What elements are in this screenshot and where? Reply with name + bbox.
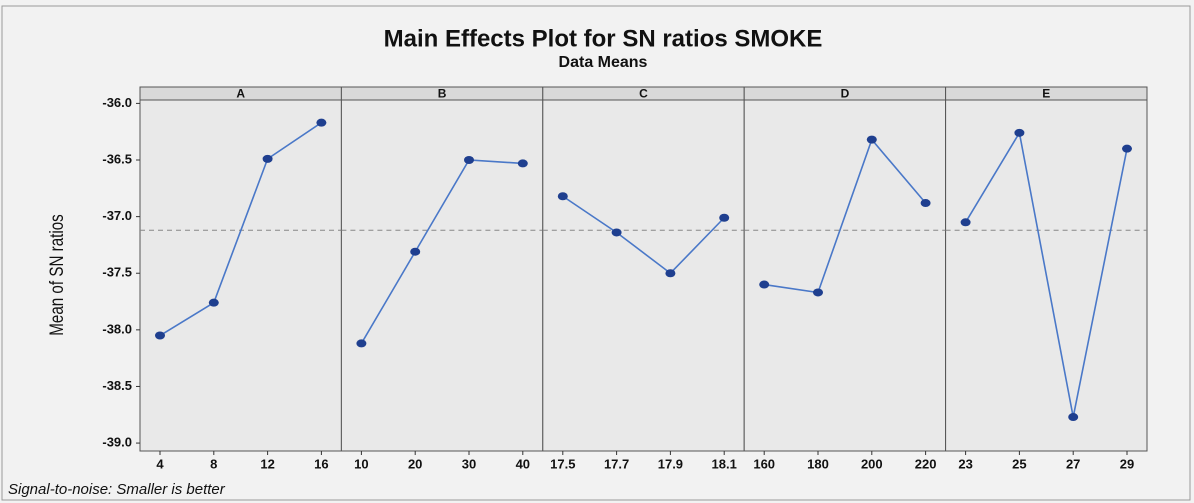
point — [1122, 144, 1132, 153]
y-axis-label: Mean of SN ratios — [45, 214, 67, 336]
x-tick-label: 20 — [408, 456, 422, 471]
x-tick-label: 200 — [861, 456, 883, 471]
point — [759, 280, 770, 289]
y-tick-label: -36.5 — [102, 151, 132, 166]
effect-line — [159, 121, 322, 337]
point — [208, 298, 219, 307]
panel-title: B — [438, 87, 447, 101]
x-tick-label: 17.5 — [550, 456, 575, 471]
point — [960, 218, 971, 227]
panel — [542, 99, 745, 452]
x-tick-label: 8 — [210, 456, 217, 471]
panel-strip — [945, 86, 1148, 101]
point — [316, 118, 327, 127]
y-tick-label: -38.5 — [102, 378, 132, 393]
effect-line — [562, 195, 725, 275]
x-tick-label: 29 — [1120, 456, 1134, 471]
point — [866, 135, 877, 144]
x-tick-label: 25 — [1012, 456, 1026, 471]
x-tick-label: 10 — [354, 456, 368, 471]
x-tick-label: 17.7 — [604, 456, 629, 471]
footnote: Signal-to-noise: Smaller is better — [8, 481, 226, 498]
chart-title: Main Effects Plot for SN ratios SMOKE — [384, 25, 823, 52]
x-tick-label: 16 — [314, 456, 328, 471]
point — [920, 199, 931, 208]
x-tick-label: 160 — [753, 456, 775, 471]
panel-title: C — [639, 87, 648, 101]
effect-line — [360, 159, 523, 344]
x-tick-label: 4 — [156, 456, 164, 471]
panel-title: D — [841, 87, 850, 101]
point — [517, 159, 528, 168]
point — [1014, 128, 1025, 137]
y-tick-label: -39.0 — [102, 435, 132, 450]
x-tick-label: 27 — [1066, 456, 1080, 471]
panel — [340, 99, 544, 452]
x-tick-label: 220 — [915, 456, 937, 471]
y-tick-label: -37.5 — [102, 265, 132, 280]
x-tick-label: 12 — [260, 456, 274, 471]
y-tick-label: -38.0 — [102, 321, 132, 336]
effect-line — [964, 130, 1128, 418]
x-tick-label: 30 — [462, 456, 476, 471]
point — [155, 331, 165, 340]
point — [1068, 413, 1079, 422]
point — [464, 156, 474, 165]
point — [356, 339, 367, 348]
y-tick-label: -37.0 — [102, 208, 132, 223]
point — [410, 247, 421, 256]
x-tick-label: 23 — [958, 456, 972, 471]
x-tick-label: 40 — [516, 456, 530, 471]
x-tick-label: 180 — [807, 456, 829, 471]
point — [813, 288, 823, 297]
point — [557, 192, 568, 201]
point — [611, 228, 622, 237]
panel — [139, 99, 342, 452]
panel — [743, 99, 947, 452]
point — [665, 269, 676, 278]
panel-title: A — [236, 87, 245, 101]
x-tick-label: 17.9 — [658, 456, 683, 471]
point — [262, 154, 273, 163]
y-tick-label: -36.0 — [102, 95, 132, 110]
effect-line — [764, 138, 927, 294]
chart-subtitle: Data Means — [559, 54, 648, 71]
x-tick-label: 18.1 — [712, 456, 737, 471]
panel-title: E — [1042, 87, 1050, 101]
point — [719, 213, 730, 222]
